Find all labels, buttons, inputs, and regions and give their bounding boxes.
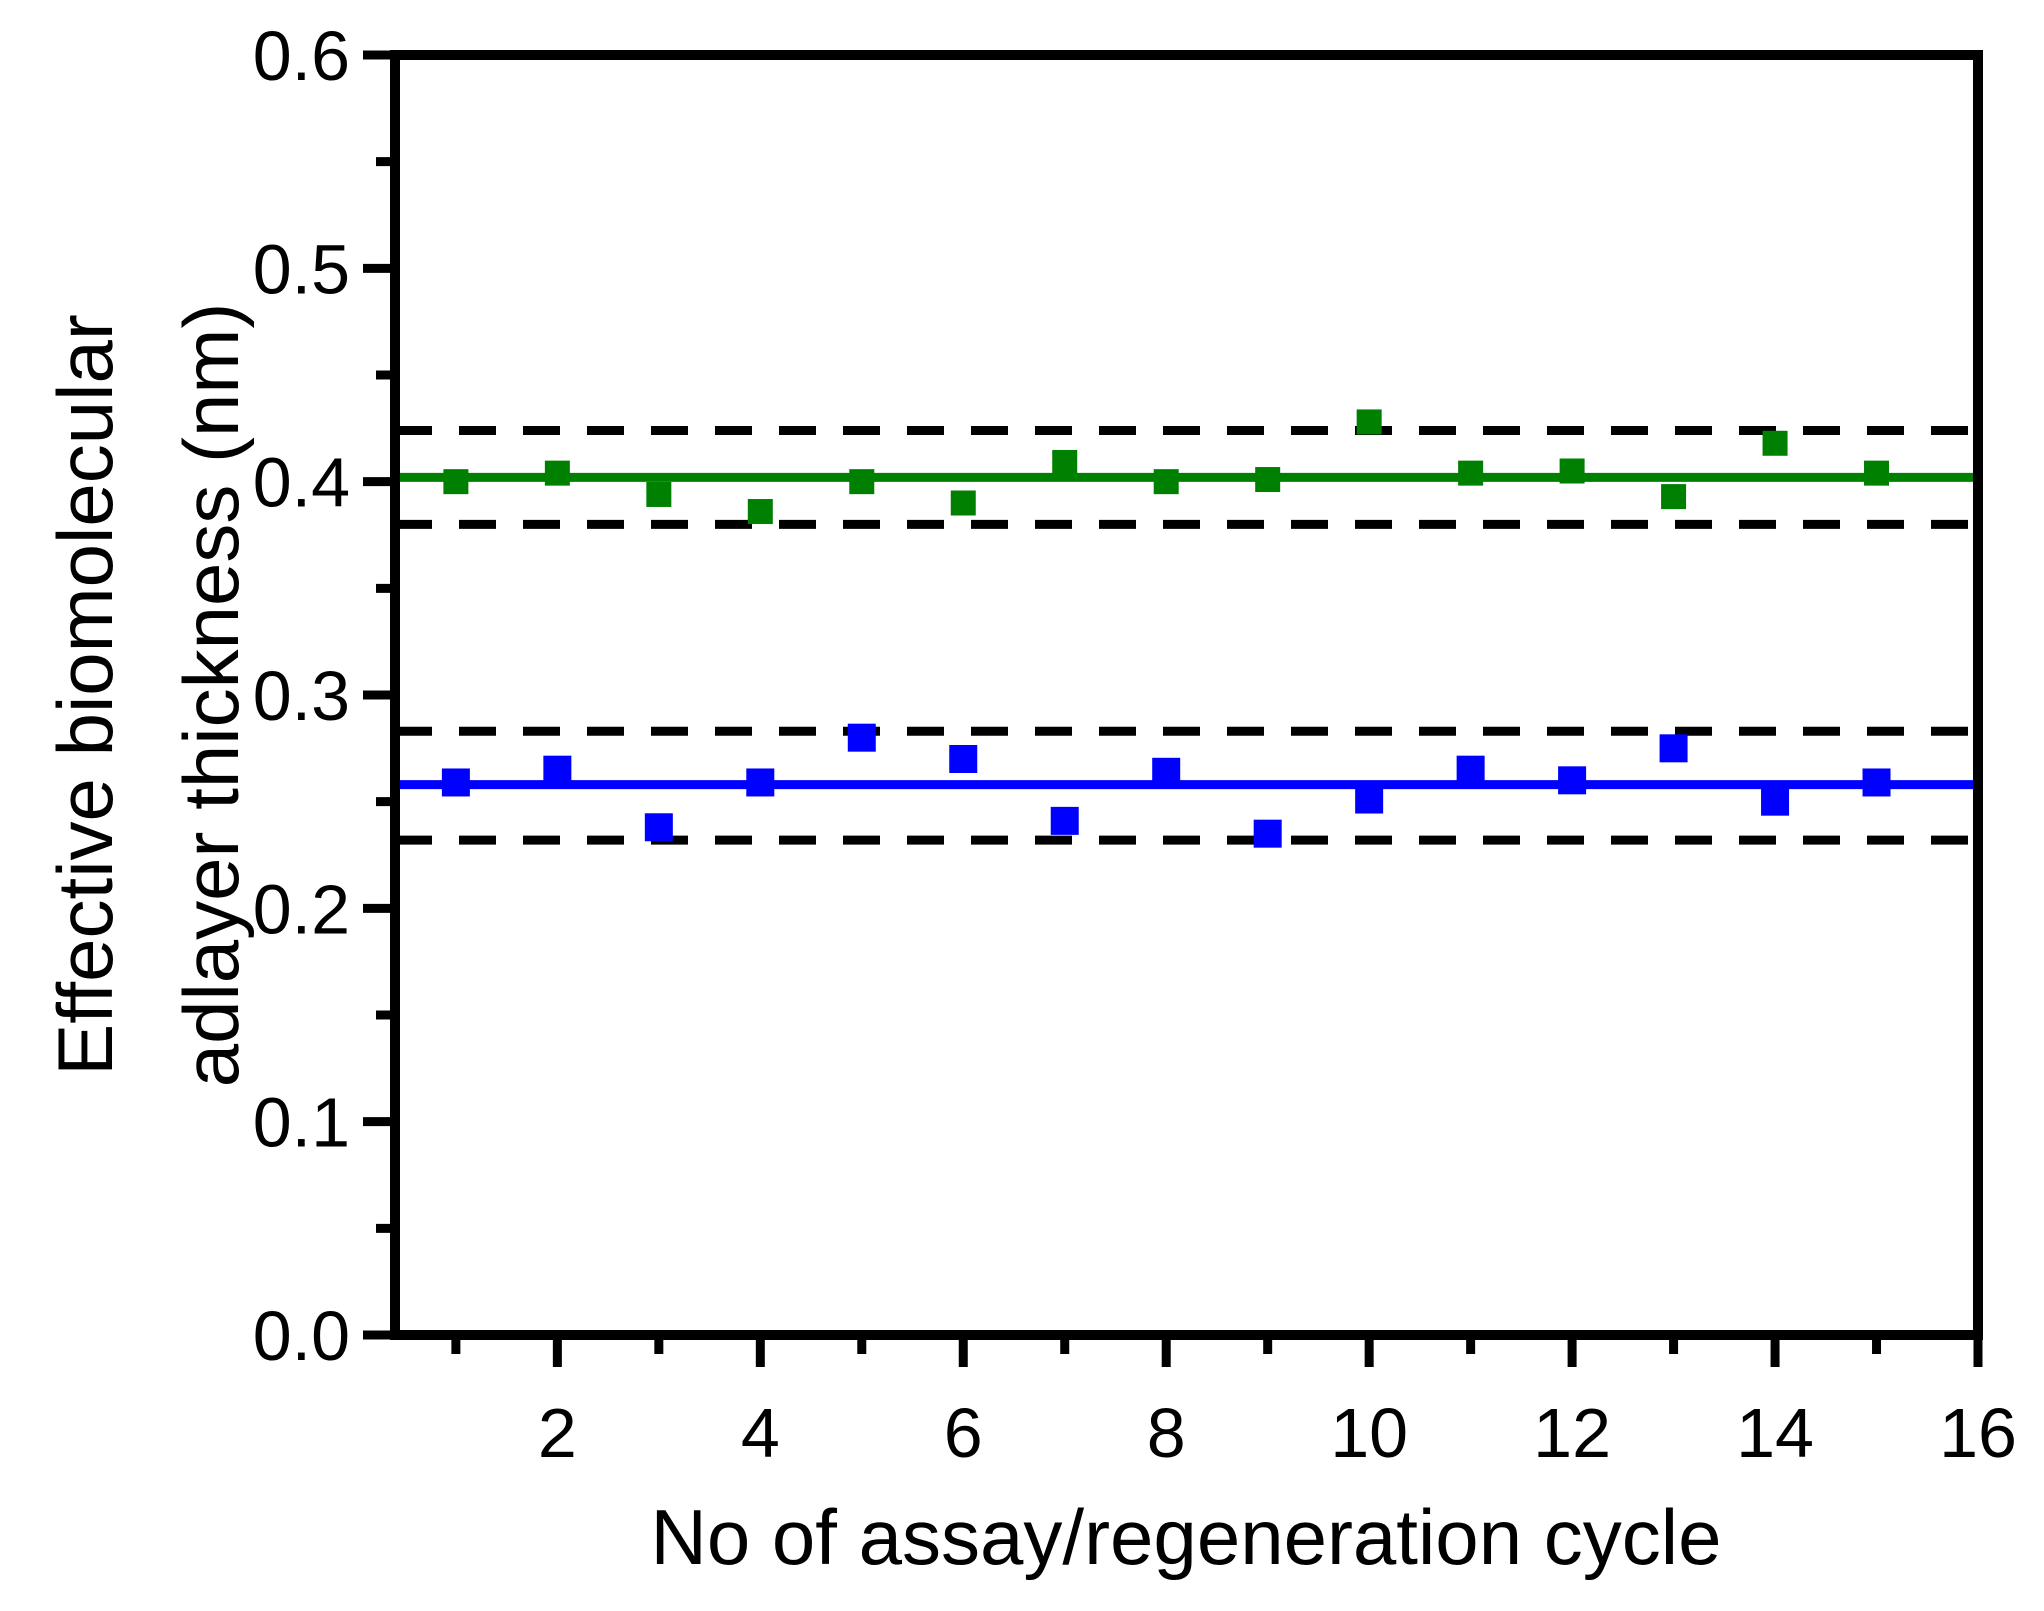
y-axis-title-line-1: Effective biomolecular: [41, 314, 129, 1076]
blue-data-point-13: [1659, 734, 1688, 763]
green-data-point-15: [1864, 460, 1890, 486]
y-axis-title-line-2: adlayer thickness (nm): [167, 302, 255, 1088]
green-data-point-9: [1255, 467, 1281, 493]
x-tick-label-6: 6: [944, 1394, 983, 1472]
blue-data-point-3: [644, 813, 673, 842]
y-tick-label-0.6: 0.6: [253, 17, 350, 95]
x-tick-label-16: 16: [1939, 1394, 2017, 1472]
x-tick-label-12: 12: [1533, 1394, 1611, 1472]
blue-data-point-15: [1862, 768, 1891, 797]
x-tick-label-14: 14: [1736, 1394, 1814, 1472]
green-data-point-2: [544, 460, 570, 486]
y-tick-label-0.2: 0.2: [253, 870, 350, 948]
x-tick-label-10: 10: [1330, 1394, 1408, 1472]
blue-data-point-6: [949, 745, 978, 773]
green-data-point-6: [950, 490, 976, 516]
green-data-point-13: [1661, 484, 1687, 510]
blue-data-point-1: [441, 768, 470, 797]
x-tick-label-4: 4: [741, 1394, 780, 1472]
blue-data-point-11: [1456, 755, 1485, 784]
y-axis-title: Effective biomolecular adlayer thickness…: [22, 303, 274, 1088]
blue-data-point-2: [543, 755, 572, 784]
y-tick-label-0.0: 0.0: [253, 1297, 350, 1375]
blue-data-point-4: [746, 768, 775, 797]
blue-data-point-9: [1253, 819, 1282, 848]
blue-data-point-12: [1558, 766, 1587, 795]
x-axis-title: No of assay/regeneration cycle: [650, 1493, 1722, 1581]
blue-data-point-5: [847, 723, 876, 752]
blue-data-point-7: [1050, 806, 1079, 835]
green-data-point-4: [747, 499, 773, 525]
green-data-point-12: [1559, 458, 1585, 484]
blue-data-point-8: [1152, 757, 1181, 786]
y-tick-label-0.1: 0.1: [253, 1084, 350, 1162]
y-tick-label-0.3: 0.3: [253, 657, 350, 735]
green-data-point-7: [1052, 449, 1078, 475]
green-data-point-8: [1153, 469, 1179, 495]
green-data-point-5: [849, 469, 875, 495]
blue-data-point-14: [1761, 787, 1790, 816]
green-data-point-3: [646, 481, 672, 507]
y-tick-label-0.5: 0.5: [253, 230, 350, 308]
green-data-point-10: [1356, 409, 1382, 435]
blue-data-point-10: [1355, 785, 1384, 814]
green-data-point-14: [1762, 430, 1788, 456]
x-tick-label-2: 2: [538, 1394, 577, 1472]
green-data-point-11: [1458, 460, 1484, 486]
x-tick-label-8: 8: [1147, 1394, 1186, 1472]
green-data-point-1: [443, 469, 469, 495]
y-tick-label-0.4: 0.4: [253, 444, 350, 522]
plot-frame: [390, 50, 1983, 1340]
